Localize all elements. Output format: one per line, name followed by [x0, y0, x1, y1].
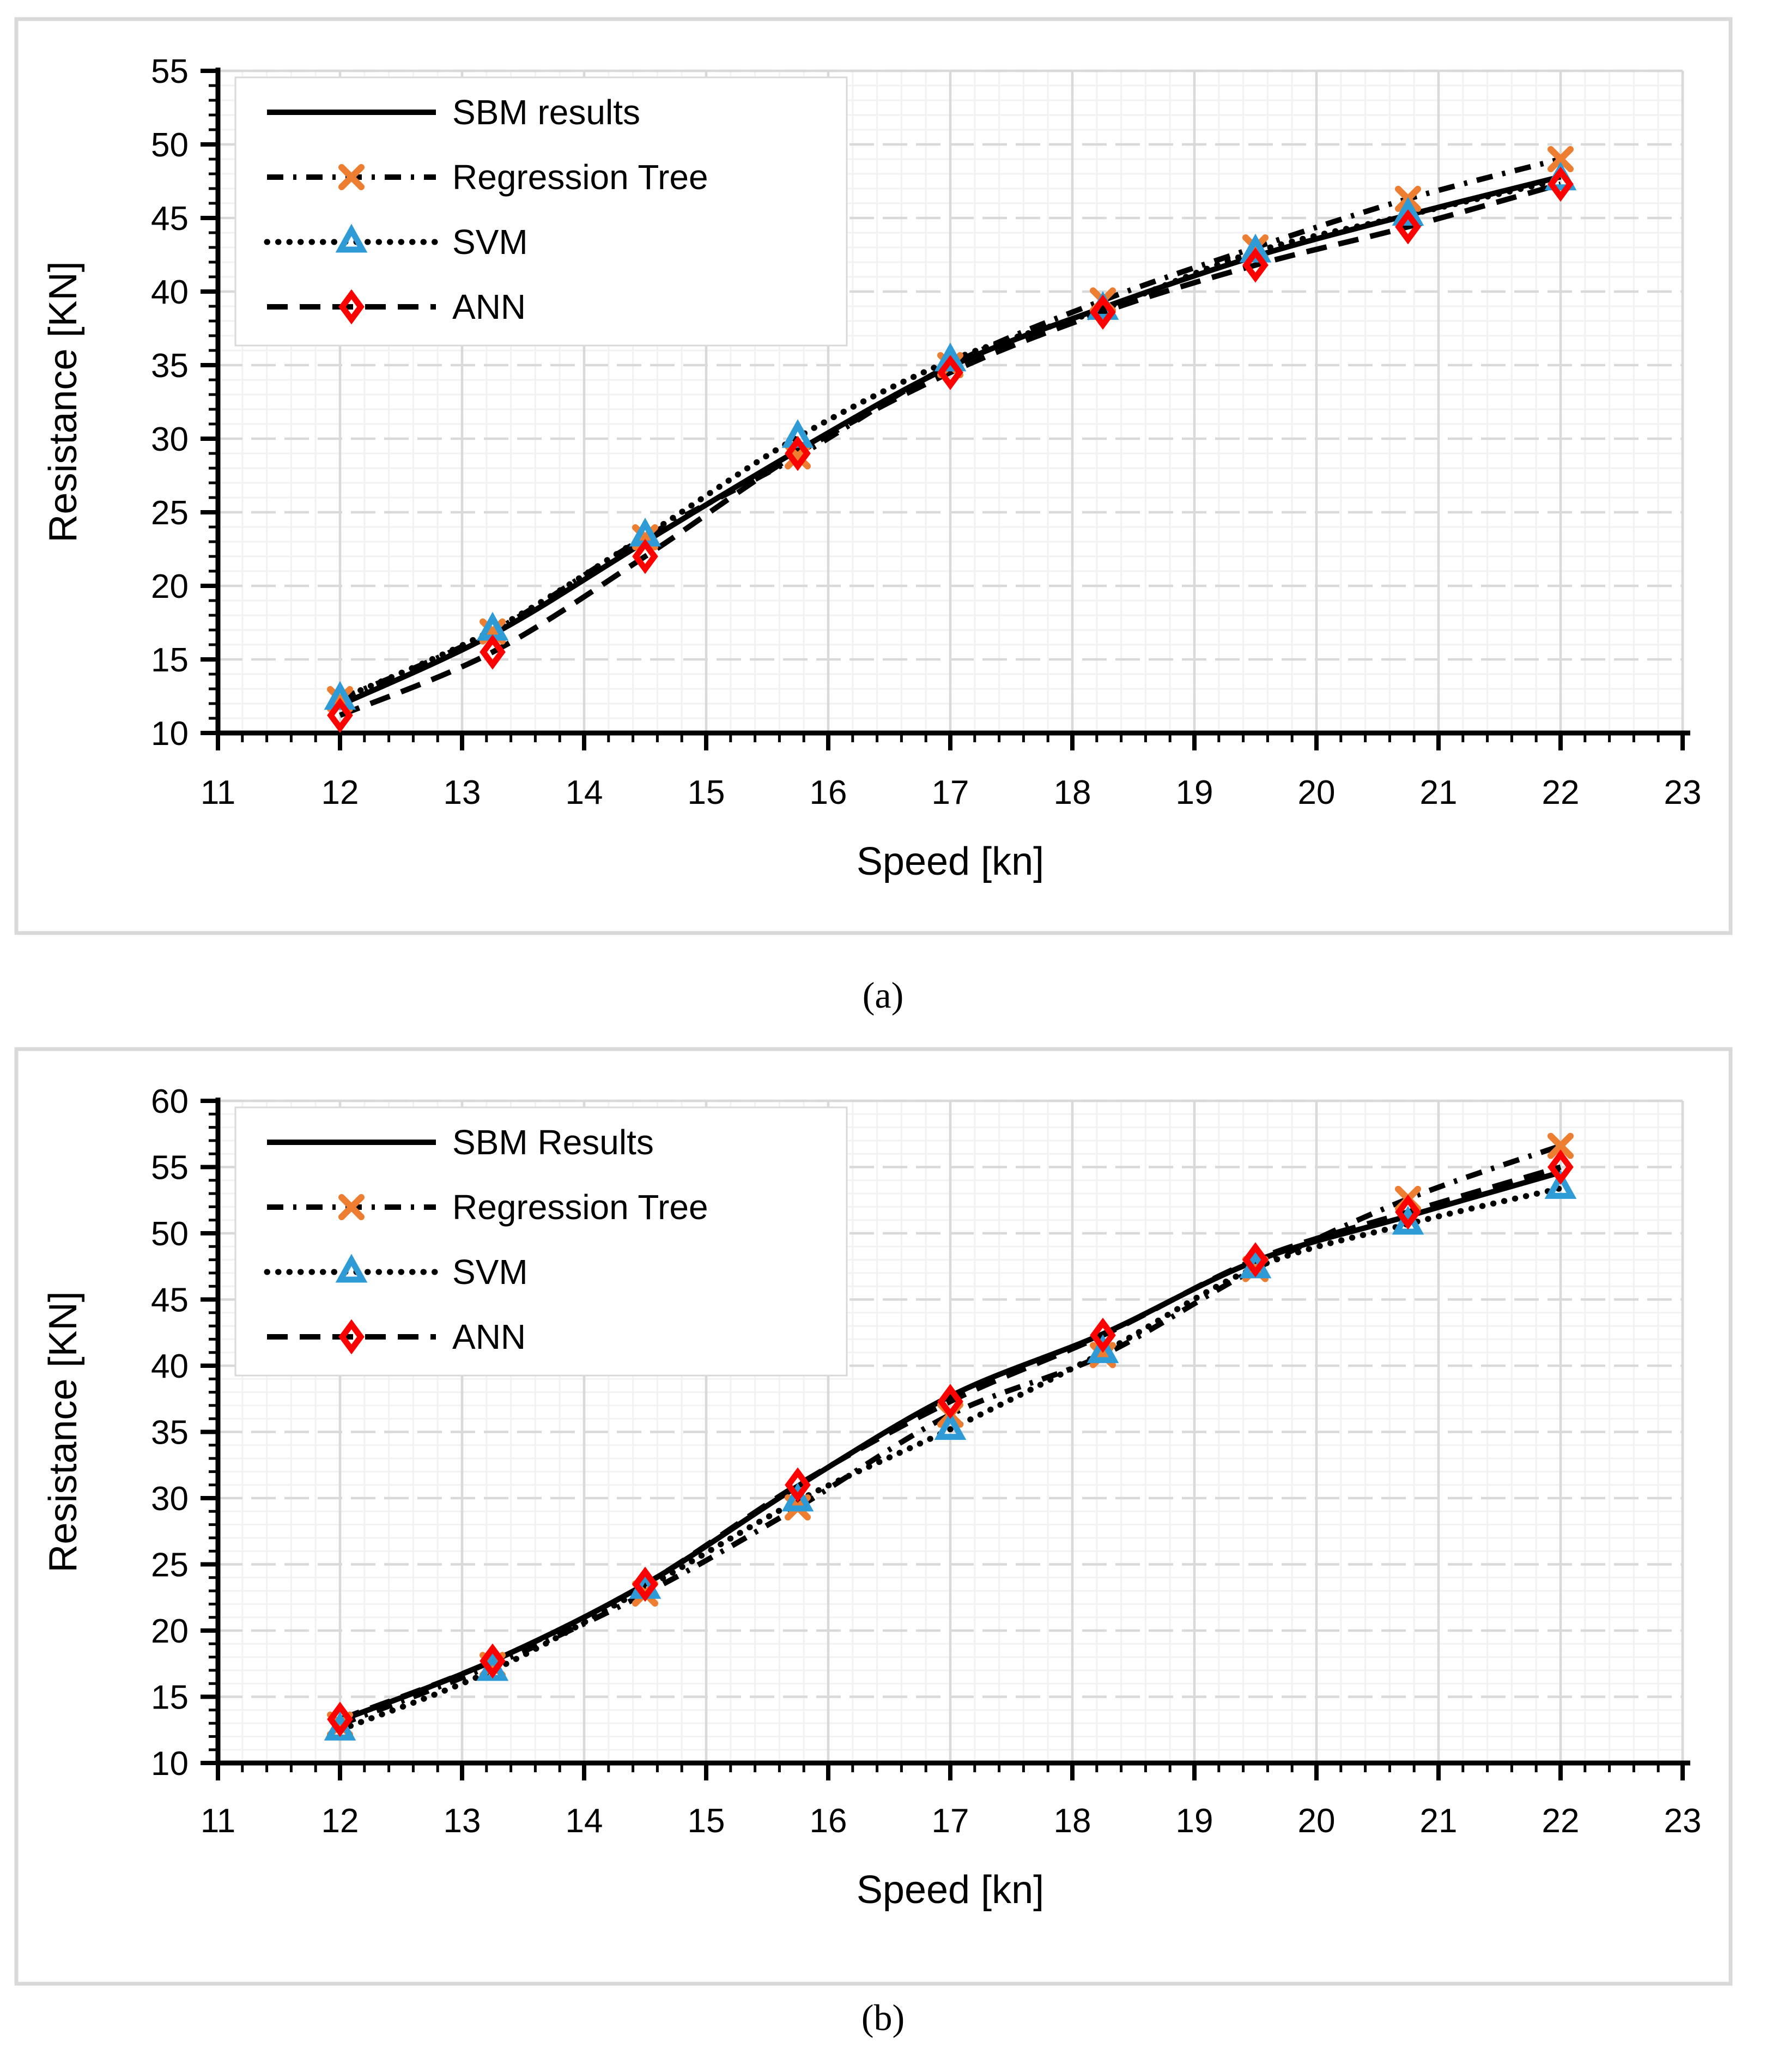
svg-text:17: 17 [932, 774, 969, 811]
legend-b: SBM Results Regression Tree SVM ANN [234, 1106, 848, 1377]
svg-text:40: 40 [151, 274, 189, 311]
legend-item-ann: ANN [267, 287, 526, 326]
svg-text:55: 55 [151, 1149, 189, 1187]
legend-box-a [234, 76, 848, 347]
caption-b: (b) [861, 1997, 905, 2038]
legend-label: SBM results [452, 93, 640, 132]
svg-text:35: 35 [151, 1414, 189, 1452]
svg-text:16: 16 [810, 774, 847, 811]
svg-text:60: 60 [151, 1083, 189, 1120]
svg-text:23: 23 [1664, 774, 1702, 811]
svg-text:19: 19 [1176, 774, 1213, 811]
x-axis-title-a: Speed [kn] [857, 840, 1044, 883]
svg-text:15: 15 [688, 774, 725, 811]
legend-diamond-icon [338, 1319, 365, 1355]
y-tick-labels-a: 10 15 20 25 30 35 40 45 50 55 [151, 53, 189, 753]
svg-text:20: 20 [151, 568, 189, 605]
legend-label: SVM [452, 222, 528, 262]
y-axis-title-b: Resistance [KN] [41, 1291, 85, 1572]
legend-item-ann: ANN [267, 1317, 526, 1356]
legend-x-icon [338, 164, 365, 190]
legend-label: SVM [452, 1252, 528, 1292]
svg-text:10: 10 [151, 715, 189, 753]
svg-text:22: 22 [1542, 1802, 1580, 1840]
svg-text:50: 50 [151, 1215, 189, 1253]
legend-item-svm: SVM [264, 222, 528, 262]
svg-text:45: 45 [151, 200, 189, 238]
legend-triangle-icon [335, 1253, 368, 1283]
svg-text:12: 12 [321, 1802, 359, 1840]
series-markers-ann-a [327, 166, 1574, 733]
svg-text:50: 50 [151, 126, 189, 164]
series-group-a [324, 146, 1577, 733]
legend-item-svm: SVM [264, 1252, 528, 1292]
grid-major-a [218, 69, 1684, 733]
svg-text:11: 11 [201, 1802, 235, 1840]
series-markers-ann-b [327, 1149, 1574, 1737]
legend-label: Regression Tree [452, 157, 708, 197]
x-tick-labels-b: 11 12 13 14 15 16 17 18 19 20 21 22 23 [201, 1802, 1702, 1840]
svg-text:20: 20 [151, 1613, 189, 1650]
legend-label: SBM Results [452, 1123, 654, 1162]
svg-text:14: 14 [566, 774, 603, 811]
series-line-svm-b [337, 1185, 1564, 1733]
legend-item-regression-tree: Regression Tree [267, 1188, 708, 1227]
legend-label: Regression Tree [452, 1188, 708, 1227]
legend-a: SBM results Regression Tree SVM ANN [234, 76, 848, 347]
legend-x-icon [338, 1194, 365, 1220]
svg-text:15: 15 [151, 641, 189, 679]
legend-triangle-icon [335, 223, 368, 253]
svg-text:45: 45 [151, 1282, 189, 1319]
svg-text:13: 13 [444, 774, 481, 811]
legend-item-sbm-results: SBM Results [267, 1123, 654, 1162]
svg-text:30: 30 [151, 421, 189, 458]
svg-text:20: 20 [1298, 1802, 1336, 1840]
svg-text:15: 15 [151, 1679, 189, 1717]
legend-label: ANN [452, 287, 526, 326]
svg-text:21: 21 [1420, 774, 1458, 811]
svg-text:40: 40 [151, 1348, 189, 1385]
svg-text:25: 25 [151, 1547, 189, 1584]
svg-text:25: 25 [151, 494, 189, 532]
ticks-a [201, 69, 1685, 750]
svg-text:20: 20 [1298, 774, 1336, 811]
svg-text:23: 23 [1664, 1802, 1702, 1840]
svg-text:16: 16 [810, 1802, 847, 1840]
legend-diamond-icon [338, 289, 365, 325]
legend-label: ANN [452, 1317, 526, 1356]
series-line-regression-tree-b [339, 1143, 1562, 1728]
svg-text:15: 15 [688, 1802, 725, 1840]
svg-text:19: 19 [1176, 1802, 1213, 1840]
x-axis-title-b: Speed [kn] [857, 1868, 1044, 1912]
svg-text:55: 55 [151, 53, 189, 90]
legend-box-b [234, 1106, 848, 1377]
svg-text:22: 22 [1542, 774, 1580, 811]
svg-text:12: 12 [321, 774, 359, 811]
series-line-sbm-results-b [339, 1170, 1562, 1723]
x-tick-labels-a: 11 12 13 14 15 16 17 18 19 20 21 22 23 [201, 774, 1702, 811]
svg-text:21: 21 [1420, 1802, 1458, 1840]
svg-text:35: 35 [151, 347, 189, 385]
svg-text:13: 13 [444, 1802, 481, 1840]
legend-item-sbm-results: SBM results [267, 93, 640, 132]
legend-item-regression-tree: Regression Tree [267, 157, 708, 197]
caption-a: (a) [862, 974, 904, 1016]
y-tick-labels-b: 10 15 20 25 30 35 40 45 50 55 60 [151, 1083, 189, 1783]
svg-text:18: 18 [1054, 774, 1091, 811]
series-line-ann-b [339, 1164, 1562, 1722]
svg-text:11: 11 [201, 774, 235, 811]
svg-text:10: 10 [151, 1745, 189, 1783]
y-axis-title-a: Resistance [KN] [41, 261, 85, 542]
svg-text:30: 30 [151, 1480, 189, 1518]
series-group-b [324, 1132, 1577, 1741]
svg-text:17: 17 [932, 1802, 969, 1840]
svg-text:14: 14 [566, 1802, 603, 1840]
ticks-b [201, 1099, 1685, 1780]
svg-text:18: 18 [1054, 1802, 1091, 1840]
